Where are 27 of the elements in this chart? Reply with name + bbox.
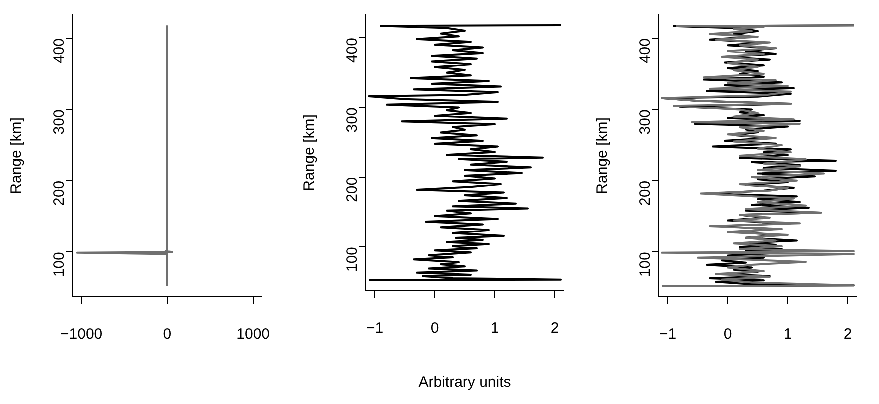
y-axis-title: Range [km] [301, 114, 318, 192]
y-tick-label: 300 [51, 110, 68, 135]
y-tick-label: 400 [344, 38, 362, 64]
x-tick-label: −1000 [60, 326, 103, 344]
y-axis-title: Range [km] [594, 118, 612, 194]
y-tick-label: 100 [637, 252, 654, 278]
x-axis-title: Arbitrary units [418, 374, 512, 392]
y-tick-label: 100 [344, 247, 362, 272]
y-tick-label: 100 [51, 252, 68, 278]
x-tick-label: 2 [550, 320, 560, 338]
x-tick-label: 1 [784, 326, 792, 344]
y-tick-label: 200 [51, 180, 68, 206]
y-tick-label: 300 [344, 108, 362, 133]
x-tick-label: 1000 [236, 326, 270, 344]
x-tick-label: −1 [659, 326, 677, 344]
x-tick-label: 0 [430, 320, 440, 338]
y-tick-label: 200 [344, 177, 362, 202]
x-tick-label: −1 [366, 320, 384, 338]
y-tick-label: 400 [637, 38, 654, 64]
x-tick-label: 0 [163, 326, 172, 344]
y-tick-label: 400 [51, 38, 68, 64]
x-tick-label: 2 [844, 326, 852, 344]
y-tick-label: 300 [637, 110, 654, 135]
y-axis-title: Range [km] [8, 118, 26, 194]
x-tick-label: 0 [724, 326, 732, 344]
y-tick-label: 200 [637, 180, 654, 206]
x-tick-label: 1 [490, 320, 500, 338]
